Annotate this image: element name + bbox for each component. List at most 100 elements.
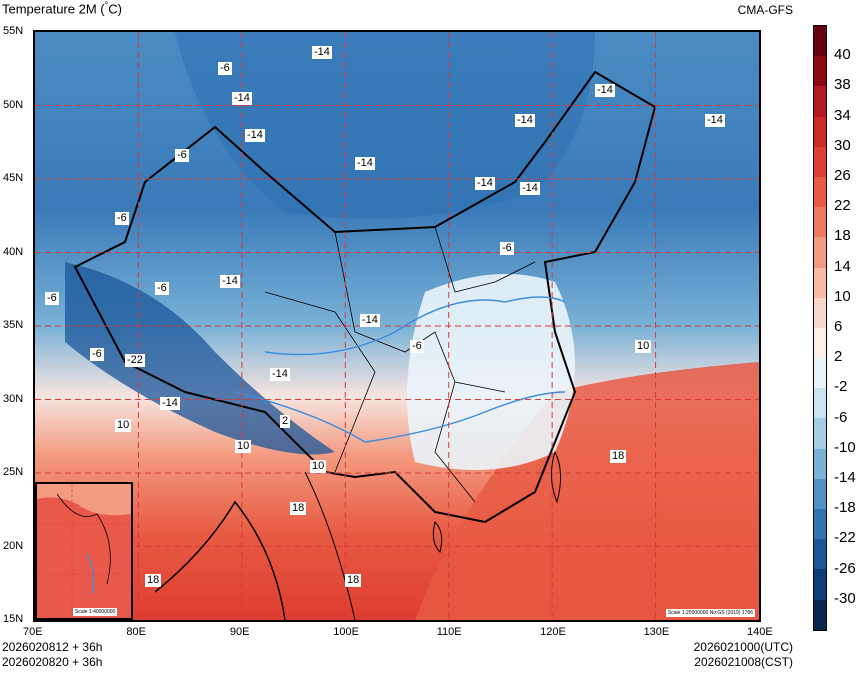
contour-label: 10 bbox=[115, 419, 132, 432]
contour-label: 18 bbox=[145, 574, 162, 587]
contour-label: 18 bbox=[610, 450, 627, 463]
longitude-tick-label: 110E bbox=[436, 626, 462, 638]
latitude-tick-label: 35N bbox=[3, 319, 24, 331]
color-legend-tick: -22 bbox=[834, 529, 856, 547]
contour-label: -6 bbox=[500, 242, 514, 255]
contour-label: -6 bbox=[410, 340, 424, 353]
color-legend-cell bbox=[814, 297, 826, 328]
contour-label: 18 bbox=[290, 502, 307, 515]
color-legend-tick: -26 bbox=[834, 559, 856, 577]
latitude-tick-label: 15N bbox=[3, 613, 24, 625]
contour-label: -14 bbox=[520, 182, 540, 195]
color-legend-tick: 14 bbox=[834, 257, 851, 275]
contour-label: -14 bbox=[270, 368, 290, 381]
contour-label: -14 bbox=[360, 314, 380, 327]
contour-label: -14 bbox=[245, 129, 265, 142]
contour-label: -6 bbox=[155, 282, 169, 295]
contour-label: -6 bbox=[90, 348, 104, 361]
latitude-tick-label: 45N bbox=[3, 172, 24, 184]
color-legend-tick: -10 bbox=[834, 438, 856, 456]
color-legend-tick: 26 bbox=[834, 167, 851, 184]
contour-label: -14 bbox=[232, 92, 252, 105]
color-legend-cell bbox=[814, 146, 826, 177]
color-legend-cell bbox=[814, 56, 826, 87]
color-legend-tick: -6 bbox=[834, 408, 848, 426]
inset-scale-label: Scale 1:40000000 bbox=[73, 608, 118, 616]
color-legend-cell bbox=[814, 478, 826, 509]
color-legend-cell bbox=[814, 418, 826, 449]
south-china-sea-inset: Scale 1:40000000 bbox=[35, 482, 133, 620]
color-legend-tick: 30 bbox=[834, 136, 851, 154]
contour-label: -6 bbox=[175, 149, 189, 162]
color-legend-tick: 38 bbox=[834, 76, 851, 94]
inset-map bbox=[37, 484, 131, 618]
color-legend-tick: -30 bbox=[834, 589, 856, 607]
color-legend-cell bbox=[814, 176, 826, 208]
init-time-cst: 2026020820 + 36h bbox=[2, 655, 103, 669]
contour-label: 10 bbox=[235, 440, 252, 453]
color-legend-tick: -14 bbox=[834, 469, 856, 486]
color-legend-tick: 2 bbox=[834, 348, 843, 366]
longitude-tick-label: 70E bbox=[23, 626, 43, 638]
contour-label: -14 bbox=[160, 397, 180, 410]
latitude-tick-label: 55N bbox=[3, 25, 24, 37]
longitude-tick-label: 140E bbox=[747, 626, 773, 638]
latitude-tick-label: 20N bbox=[3, 539, 24, 552]
color-legend-cell bbox=[814, 267, 826, 298]
source-label: CMA-GFS bbox=[737, 3, 793, 17]
longitude-tick-label: 90E bbox=[229, 626, 250, 638]
map-panel: -14 -6 -14 -14 -14 -14 -14 -14 -6 -6 -6 -14 -14 -6 -14… bbox=[33, 30, 761, 622]
color-legend-tick: -18 bbox=[834, 499, 856, 517]
temperature-map bbox=[35, 32, 759, 620]
valid-time-cst: 2026021008(CST) bbox=[694, 655, 793, 669]
color-legend-cell bbox=[814, 358, 826, 389]
color-legend-cell bbox=[814, 207, 826, 238]
color-legend-cell bbox=[814, 116, 826, 147]
main-scale-label: Scale 1:20000000 No:GS (2019) 1786 bbox=[665, 609, 755, 617]
contour-label: 10 bbox=[310, 460, 327, 473]
latitude-tick-label: 30N bbox=[3, 392, 24, 405]
contour-label: -14 bbox=[220, 275, 240, 288]
color-legend-bar bbox=[813, 25, 827, 631]
longitude-tick-label: 100E bbox=[333, 626, 359, 638]
init-time-utc: 2026020812 + 36h bbox=[2, 640, 103, 654]
chart-title: Temperature 2M (°C) bbox=[2, 0, 122, 17]
color-legend-tick: 40 bbox=[834, 46, 851, 64]
color-legend-cell bbox=[814, 539, 826, 570]
contour-label: -6 bbox=[218, 62, 232, 75]
contour-label: -14 bbox=[355, 157, 375, 170]
contour-label: -14 bbox=[595, 84, 615, 97]
contour-label: -22 bbox=[125, 354, 145, 367]
contour-label: -6 bbox=[115, 212, 129, 225]
color-legend-cell bbox=[814, 388, 826, 419]
color-legend-cell bbox=[814, 327, 826, 359]
contour-label: -14 bbox=[515, 114, 535, 127]
color-legend-cell bbox=[814, 569, 826, 600]
valid-time-utc: 2026021000(UTC) bbox=[693, 640, 793, 654]
color-legend-tick: 10 bbox=[834, 287, 851, 305]
color-legend-cell bbox=[814, 599, 826, 630]
color-legend-cell bbox=[814, 86, 826, 117]
longitude-tick-label: 80E bbox=[126, 626, 146, 638]
color-legend-cell bbox=[814, 509, 826, 540]
contour-label: 18 bbox=[345, 574, 362, 587]
color-legend-cell bbox=[814, 26, 826, 57]
color-legend-tick: 22 bbox=[834, 197, 851, 215]
latitude-tick-label: 25N bbox=[3, 466, 24, 478]
contour-label: -14 bbox=[312, 46, 332, 59]
color-legend-tick: 6 bbox=[834, 318, 843, 335]
color-legend-tick: 18 bbox=[834, 227, 851, 245]
latitude-tick-label: 50N bbox=[3, 98, 24, 111]
color-legend-tick: 34 bbox=[834, 106, 851, 124]
longitude-tick-label: 130E bbox=[643, 626, 670, 638]
contour-label: -6 bbox=[45, 292, 59, 305]
color-legend-tick: -2 bbox=[834, 378, 848, 396]
contour-label: -14 bbox=[475, 177, 495, 190]
latitude-tick-label: 40N bbox=[3, 245, 24, 258]
contour-label: -14 bbox=[705, 114, 725, 127]
color-legend-cell bbox=[814, 448, 826, 479]
contour-label: 10 bbox=[635, 340, 652, 353]
color-legend-cell bbox=[814, 237, 826, 268]
longitude-tick-label: 120E bbox=[540, 626, 566, 638]
contour-label: 2 bbox=[280, 415, 291, 428]
